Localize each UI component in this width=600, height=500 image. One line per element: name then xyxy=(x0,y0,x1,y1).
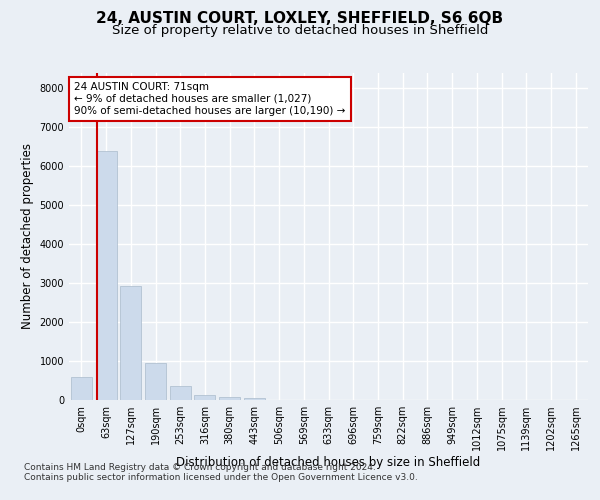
Bar xyxy=(219,397,240,400)
Text: 24, AUSTIN COURT, LOXLEY, SHEFFIELD, S6 6QB: 24, AUSTIN COURT, LOXLEY, SHEFFIELD, S6 … xyxy=(97,11,503,26)
Bar xyxy=(145,362,166,400)
Text: Contains HM Land Registry data © Crown copyright and database right 2024.: Contains HM Land Registry data © Crown c… xyxy=(24,462,376,471)
Y-axis label: Number of detached properties: Number of detached properties xyxy=(21,143,34,329)
Bar xyxy=(170,386,191,400)
Text: Contains public sector information licensed under the Open Government Licence v3: Contains public sector information licen… xyxy=(24,472,418,482)
X-axis label: Distribution of detached houses by size in Sheffield: Distribution of detached houses by size … xyxy=(176,456,481,469)
Text: 24 AUSTIN COURT: 71sqm
← 9% of detached houses are smaller (1,027)
90% of semi-d: 24 AUSTIN COURT: 71sqm ← 9% of detached … xyxy=(74,82,346,116)
Bar xyxy=(244,398,265,400)
Bar xyxy=(120,286,141,400)
Bar xyxy=(71,377,92,400)
Text: Size of property relative to detached houses in Sheffield: Size of property relative to detached ho… xyxy=(112,24,488,37)
Bar xyxy=(95,152,116,400)
Bar xyxy=(194,394,215,400)
